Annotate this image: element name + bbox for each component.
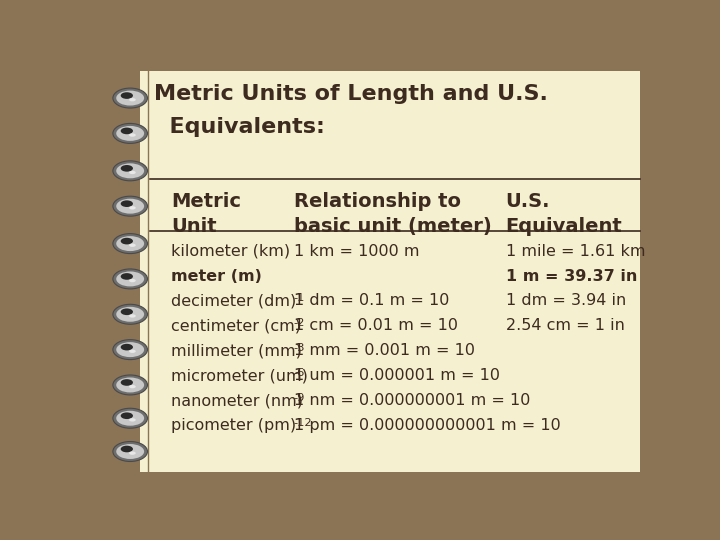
Ellipse shape	[129, 385, 136, 388]
Text: Metric: Metric	[171, 192, 241, 211]
Ellipse shape	[116, 163, 144, 178]
Ellipse shape	[129, 279, 136, 282]
Ellipse shape	[116, 91, 144, 105]
Ellipse shape	[129, 349, 136, 353]
Text: 1 pm = 0.000000000001 m = 10: 1 pm = 0.000000000001 m = 10	[294, 418, 560, 433]
Ellipse shape	[116, 126, 144, 141]
Ellipse shape	[121, 344, 133, 350]
Ellipse shape	[113, 408, 148, 428]
Ellipse shape	[113, 234, 148, 254]
Ellipse shape	[121, 308, 133, 315]
Text: meter (m): meter (m)	[171, 268, 262, 284]
Text: -12: -12	[294, 418, 312, 428]
Text: centimeter (cm): centimeter (cm)	[171, 319, 301, 333]
Ellipse shape	[129, 314, 136, 318]
Text: 1 mm = 0.001 m = 10: 1 mm = 0.001 m = 10	[294, 343, 474, 359]
Text: 1 mile = 1.61 km: 1 mile = 1.61 km	[505, 244, 645, 259]
Ellipse shape	[116, 236, 144, 251]
Ellipse shape	[113, 305, 148, 324]
Text: 1 m = 39.37 in: 1 m = 39.37 in	[505, 268, 637, 284]
Text: decimeter (dm): decimeter (dm)	[171, 294, 296, 308]
Text: kilometer (km): kilometer (km)	[171, 244, 290, 259]
Ellipse shape	[121, 92, 133, 99]
Text: Metric Units of Length and U.S.: Metric Units of Length and U.S.	[154, 84, 548, 104]
Text: -6: -6	[294, 368, 305, 379]
Text: Unit: Unit	[171, 217, 217, 235]
Text: picometer (pm): picometer (pm)	[171, 418, 296, 433]
Text: -9: -9	[294, 393, 305, 403]
Ellipse shape	[121, 273, 133, 280]
Text: millimeter (mm): millimeter (mm)	[171, 343, 302, 359]
Ellipse shape	[129, 206, 136, 210]
Text: -2: -2	[294, 319, 305, 328]
Ellipse shape	[113, 88, 148, 108]
Ellipse shape	[113, 340, 148, 360]
Ellipse shape	[116, 307, 144, 322]
Ellipse shape	[129, 451, 136, 455]
Text: 1 dm = 0.1 m = 10: 1 dm = 0.1 m = 10	[294, 294, 449, 308]
Ellipse shape	[121, 165, 133, 172]
Ellipse shape	[116, 342, 144, 357]
Text: 1 cm = 0.01 m = 10: 1 cm = 0.01 m = 10	[294, 319, 458, 333]
Text: basic unit (meter): basic unit (meter)	[294, 217, 492, 235]
Text: -3: -3	[294, 343, 305, 353]
Text: Relationship to: Relationship to	[294, 192, 461, 211]
Text: 1 nm = 0.000000001 m = 10: 1 nm = 0.000000001 m = 10	[294, 393, 530, 408]
Ellipse shape	[121, 379, 133, 386]
Text: 1 dm = 3.94 in: 1 dm = 3.94 in	[505, 294, 626, 308]
Text: 2.54 cm = 1 in: 2.54 cm = 1 in	[505, 319, 624, 333]
Text: micrometer (um): micrometer (um)	[171, 368, 307, 383]
Ellipse shape	[116, 411, 144, 426]
Ellipse shape	[116, 272, 144, 286]
Text: U.S.: U.S.	[505, 192, 550, 211]
Ellipse shape	[113, 196, 148, 216]
Ellipse shape	[113, 124, 148, 144]
Text: 1 km = 1000 m: 1 km = 1000 m	[294, 244, 419, 259]
Text: Equivalent: Equivalent	[505, 217, 623, 235]
Ellipse shape	[121, 446, 133, 453]
Ellipse shape	[129, 244, 136, 247]
Ellipse shape	[121, 413, 133, 419]
Ellipse shape	[129, 98, 136, 102]
Ellipse shape	[113, 375, 148, 395]
Ellipse shape	[113, 442, 148, 462]
Text: Equivalents:: Equivalents:	[154, 117, 325, 137]
Text: nanometer (nm): nanometer (nm)	[171, 393, 303, 408]
Ellipse shape	[121, 200, 133, 207]
Ellipse shape	[121, 238, 133, 245]
Ellipse shape	[113, 269, 148, 289]
Ellipse shape	[121, 127, 133, 134]
Ellipse shape	[129, 133, 136, 137]
Ellipse shape	[129, 171, 136, 174]
Ellipse shape	[116, 199, 144, 214]
Text: -1: -1	[294, 294, 305, 303]
Ellipse shape	[113, 161, 148, 181]
Ellipse shape	[129, 418, 136, 422]
Text: 1 um = 0.000001 m = 10: 1 um = 0.000001 m = 10	[294, 368, 500, 383]
Ellipse shape	[116, 377, 144, 393]
FancyBboxPatch shape	[140, 71, 639, 472]
Ellipse shape	[116, 444, 144, 459]
